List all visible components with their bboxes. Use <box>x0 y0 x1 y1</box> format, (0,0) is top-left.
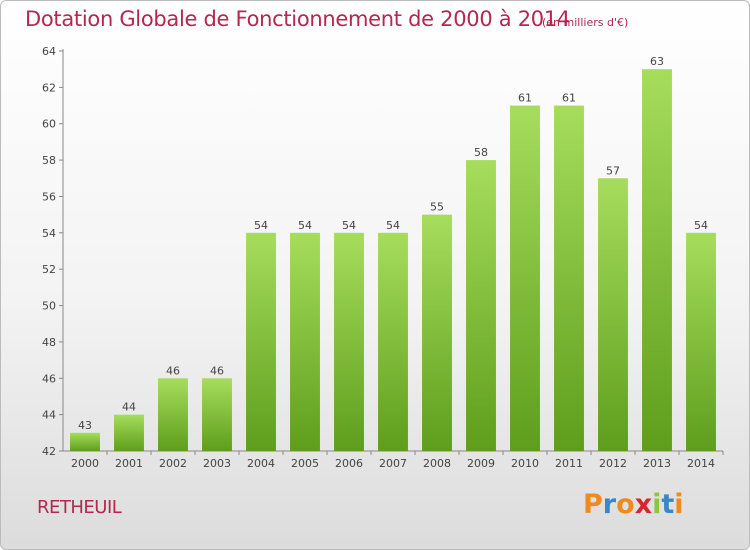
x-tick-label: 2006 <box>335 457 363 470</box>
x-tick-label: 2002 <box>159 457 187 470</box>
x-tick-label: 2004 <box>247 457 275 470</box>
x-axis: 2000 2001 2002 2003 2004 2005 2006 2007 2008 2009… <box>63 450 724 470</box>
bar-2001 <box>114 414 144 451</box>
data-label: 46 <box>166 364 180 377</box>
bar-2013 <box>642 69 672 451</box>
data-label: 46 <box>210 364 224 377</box>
x-tick-label: 2013 <box>643 457 671 470</box>
logo-letter: o <box>616 489 635 520</box>
y-tick-label: 48 <box>42 336 56 349</box>
x-tick-label: 2005 <box>291 457 319 470</box>
y-tick-label: 46 <box>42 372 56 385</box>
x-tick-label: 2000 <box>71 457 99 470</box>
y-tick-label: 56 <box>42 190 56 203</box>
bar-2004 <box>246 232 276 451</box>
x-tick-label: 2003 <box>203 457 231 470</box>
data-label: 54 <box>694 219 708 232</box>
data-label: 54 <box>254 219 268 232</box>
bar-2011 <box>554 105 584 451</box>
proxiti-logo: Proxiti <box>583 489 684 520</box>
data-label: 54 <box>298 219 312 232</box>
x-tick-label: 2008 <box>423 457 451 470</box>
bar-2012 <box>598 178 628 452</box>
y-tick-label: 58 <box>42 154 56 167</box>
y-tick-label: 44 <box>42 409 56 422</box>
x-tick-label: 2014 <box>687 457 715 470</box>
commune-name: RETHEUIL <box>37 497 122 518</box>
bar-2009 <box>466 160 496 451</box>
x-tick-label: 2010 <box>511 457 539 470</box>
x-tick-label: 2011 <box>555 457 583 470</box>
data-label: 54 <box>386 219 400 232</box>
data-label: 54 <box>342 219 356 232</box>
data-label: 44 <box>122 401 136 414</box>
bar-2003 <box>202 378 232 451</box>
x-tick-label: 2007 <box>379 457 407 470</box>
bars <box>70 69 716 452</box>
data-label: 43 <box>78 419 92 432</box>
data-label: 63 <box>650 55 664 68</box>
y-axis: 42 44 46 48 50 52 54 56 58 60 62 64 <box>42 45 64 458</box>
y-tick-label: 62 <box>42 81 56 94</box>
chart-title: Dotation Globale de Fonctionnement de 20… <box>25 7 570 31</box>
y-tick-label: 54 <box>42 227 56 240</box>
bar-2002 <box>158 378 188 451</box>
y-tick-label: 60 <box>42 118 56 131</box>
y-tick-label: 64 <box>42 45 56 58</box>
bar-2007 <box>378 232 408 451</box>
bar-2014 <box>686 232 716 451</box>
bar-2008 <box>422 214 452 451</box>
bar-2000 <box>70 432 100 451</box>
logo-letter: i <box>674 489 684 520</box>
bar-2006 <box>334 232 364 451</box>
logo-letter: x <box>634 489 653 520</box>
data-labels: 43 44 46 46 54 54 54 54 55 58 61 61 57 63 54 <box>78 55 708 432</box>
y-tick-label: 52 <box>42 263 56 276</box>
x-tick-label: 2012 <box>599 457 627 470</box>
x-tick-label: 2001 <box>115 457 143 470</box>
logo-letter: P <box>583 489 603 520</box>
data-label: 57 <box>606 164 620 177</box>
bar-2005 <box>290 232 320 451</box>
chart-unit: (en milliers d'€) <box>542 16 629 29</box>
y-tick-label: 50 <box>42 300 56 313</box>
data-label: 61 <box>518 92 532 105</box>
data-label: 61 <box>562 92 576 105</box>
logo-letter: i <box>652 489 662 520</box>
x-tick-label: 2009 <box>467 457 495 470</box>
bar-2010 <box>510 105 540 451</box>
y-tick-label: 42 <box>42 445 56 458</box>
data-label: 55 <box>430 201 444 214</box>
logo-letter: r <box>602 489 617 520</box>
logo-letter: t <box>661 489 675 520</box>
data-label: 58 <box>474 146 488 159</box>
